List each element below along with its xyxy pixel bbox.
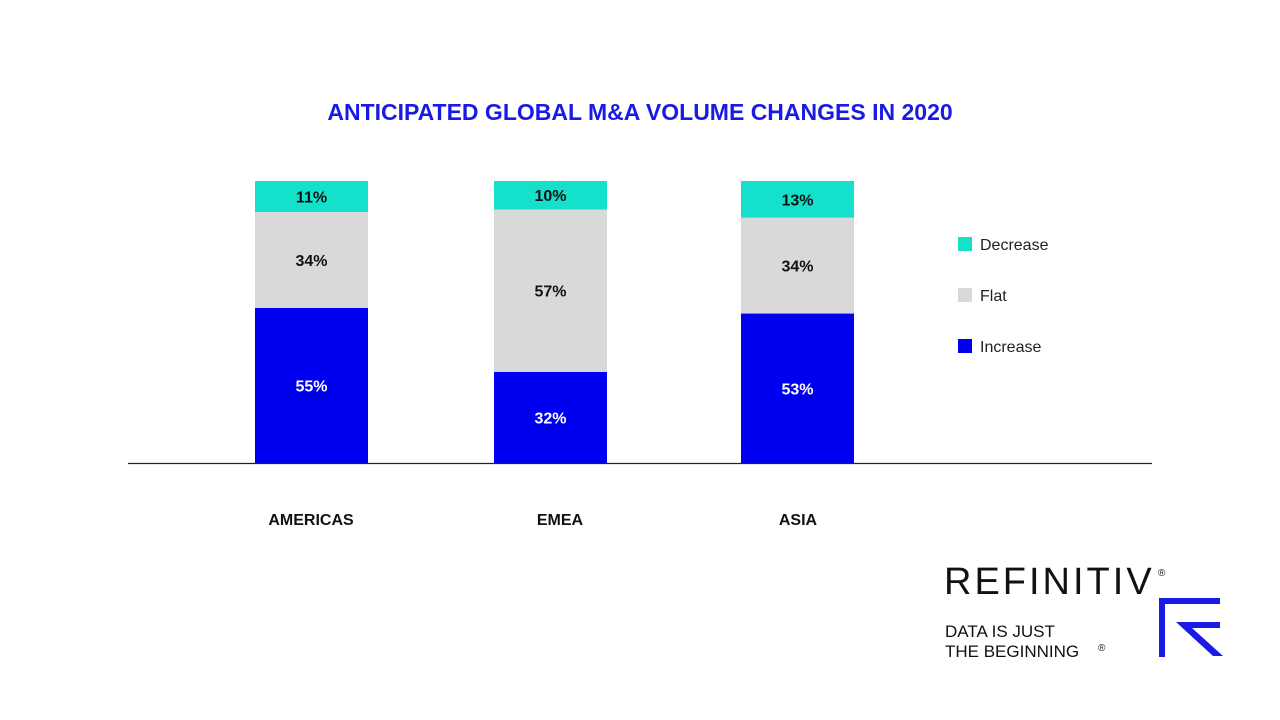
legend-label: Decrease [980, 237, 1049, 254]
data-label: 55% [295, 378, 327, 395]
tagline-line1: DATA IS JUST [945, 622, 1055, 641]
data-label: 34% [781, 259, 813, 276]
data-label: 10% [534, 188, 566, 205]
refinitiv-logo: REFINITIV ® DATA IS JUST THE BEGINNING ® [944, 561, 1223, 661]
data-label: 13% [781, 192, 813, 209]
bar-segment-flat [741, 217, 854, 314]
bar-segment-decrease [255, 181, 368, 213]
bar-segment-flat [494, 209, 607, 372]
data-label: 57% [534, 284, 566, 301]
legend: Decrease Flat Increase [958, 237, 1049, 356]
bar-segment-increase [741, 313, 854, 463]
logo-arrow-diagonal [1176, 622, 1223, 656]
data-label: 11% [296, 190, 327, 207]
data-label: 34% [295, 253, 327, 270]
bar-segment-increase [494, 371, 607, 463]
legend-swatch [958, 237, 972, 251]
legend-swatch [958, 288, 972, 302]
legend-label: Increase [980, 339, 1041, 356]
logo-arrow-corner [1159, 598, 1220, 657]
category-label: EMEA [537, 512, 584, 529]
tagline-line2: THE BEGINNING [945, 642, 1079, 661]
category-label: AMERICAS [268, 512, 354, 529]
data-label: 53% [781, 381, 813, 398]
registered-mark: ® [1158, 568, 1166, 579]
chart-title: ANTICIPATED GLOBAL M&A VOLUME CHANGES IN… [327, 99, 952, 125]
bar-segment-decrease [741, 181, 854, 218]
data-label: 32% [534, 410, 566, 427]
logo-text: REFINITIV [944, 561, 1155, 603]
bar-segment-increase [255, 307, 368, 463]
category-label: ASIA [779, 512, 818, 529]
legend-label: Flat [980, 288, 1007, 305]
bar-segment-decrease [494, 181, 607, 210]
bar-segment-flat [255, 212, 368, 308]
legend-swatch [958, 339, 972, 353]
registered-mark: ® [1098, 643, 1106, 654]
